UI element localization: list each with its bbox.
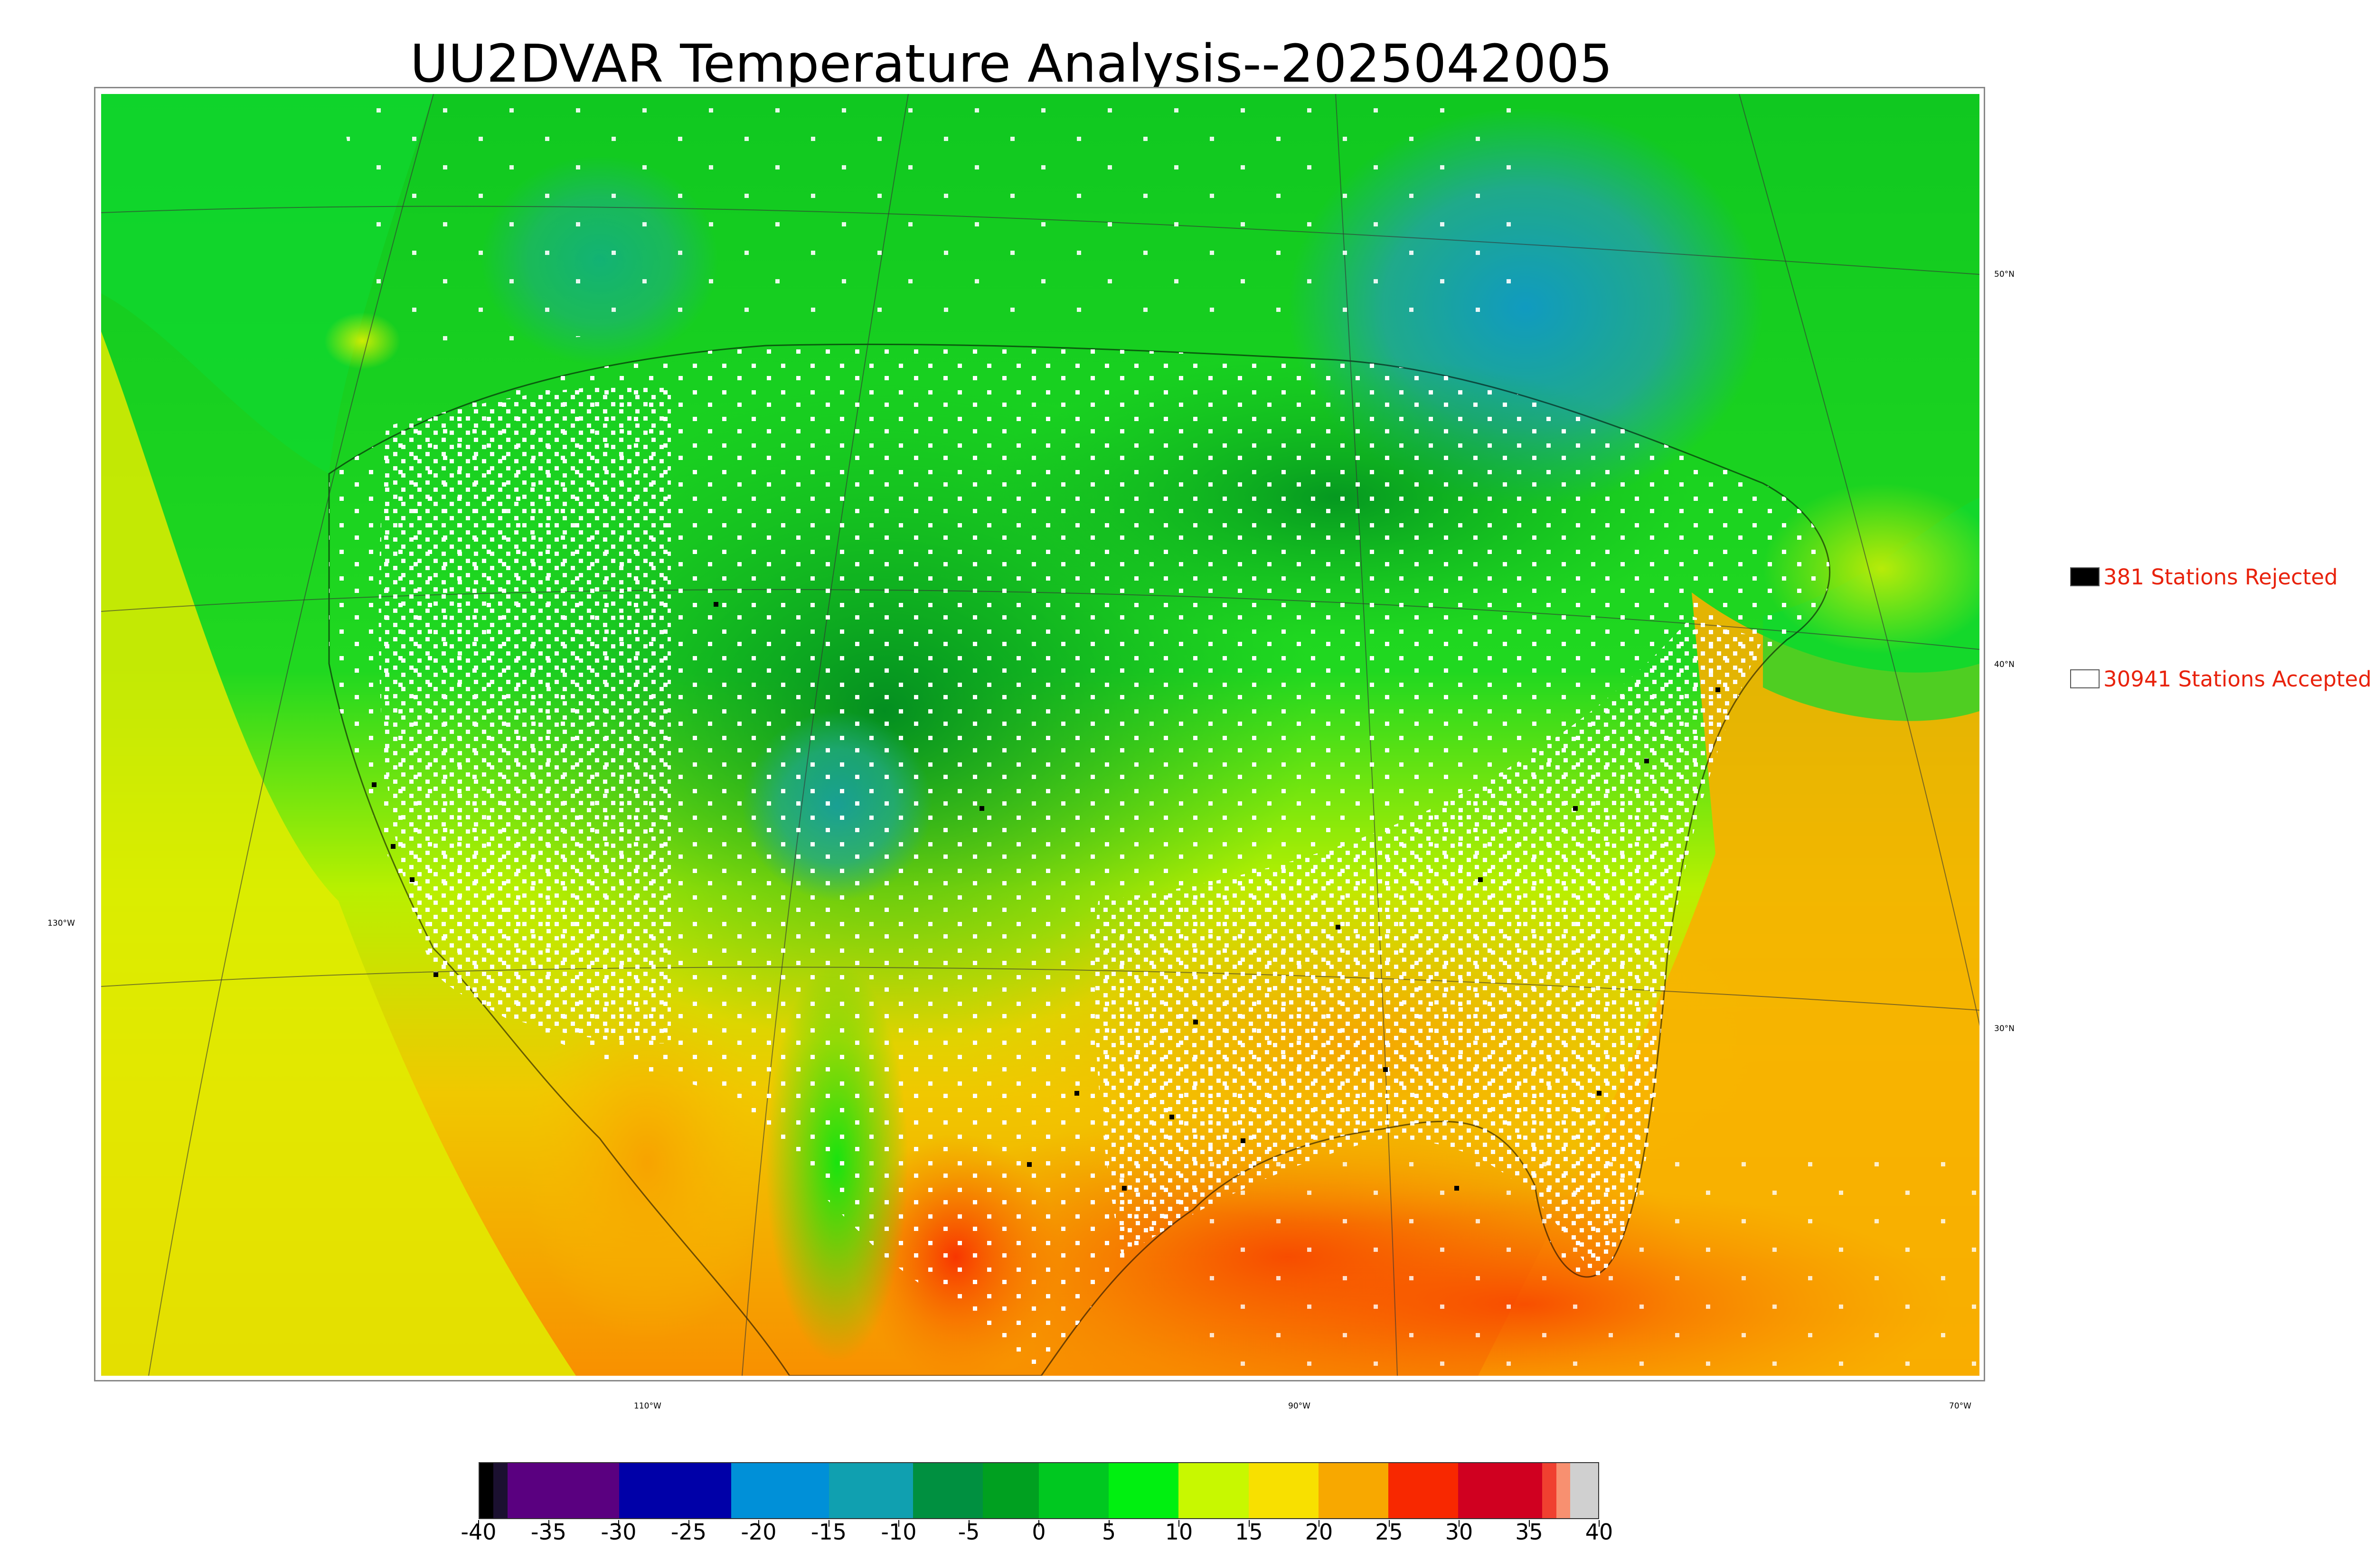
colorbar-tick-label: -5 bbox=[958, 1519, 980, 1545]
colorbar-segment bbox=[1570, 1463, 1598, 1518]
colorbar-tick-label: 5 bbox=[1102, 1519, 1116, 1545]
colorbar-tick bbox=[548, 1520, 549, 1527]
colorbar-tick-label: -20 bbox=[741, 1519, 777, 1545]
lat-label-50: 50°N bbox=[1994, 270, 2015, 279]
colorbar-segment bbox=[1388, 1463, 1459, 1518]
colorbar-tick-label: -35 bbox=[530, 1519, 567, 1545]
colorbar-segment bbox=[1109, 1463, 1179, 1518]
colorbar-tick-label: 20 bbox=[1305, 1519, 1333, 1545]
colorbar-tick-label: -40 bbox=[461, 1519, 497, 1545]
lat-label-40: 40°N bbox=[1994, 660, 2015, 669]
stations-gulf bbox=[1193, 1162, 1979, 1376]
colorbar-tick-label: 10 bbox=[1165, 1519, 1193, 1545]
colorbar-tick-label: -25 bbox=[670, 1519, 707, 1545]
lon-label-90: 90°W bbox=[1288, 1401, 1310, 1411]
colorbar-tick bbox=[1599, 1520, 1600, 1527]
colorbar-tick bbox=[898, 1520, 899, 1527]
colorbar bbox=[479, 1462, 1599, 1519]
legend-accepted: 30941 Stations Accepted bbox=[2070, 666, 2372, 692]
colorbar-segment bbox=[480, 1463, 494, 1518]
temperature-field bbox=[101, 94, 1979, 1376]
legend-swatch-rejected bbox=[2070, 567, 2100, 586]
lon-label-70: 70°W bbox=[1949, 1401, 1971, 1411]
chart-title: UU2DVAR Temperature Analysis--2025042005 bbox=[410, 33, 1613, 94]
colorbar-tick bbox=[1248, 1520, 1250, 1527]
colorbar-segment bbox=[731, 1463, 829, 1518]
legend-rejected: 381 Stations Rejected bbox=[2070, 564, 2338, 590]
colorbar-tick-label: -10 bbox=[881, 1519, 917, 1545]
colorbar-segment bbox=[1178, 1463, 1249, 1518]
colorbar-segment bbox=[1458, 1463, 1543, 1518]
colorbar-tick-label: 15 bbox=[1235, 1519, 1263, 1545]
colorbar-segment bbox=[913, 1463, 983, 1518]
legend-label-rejected: 381 Stations Rejected bbox=[2103, 564, 2338, 590]
colorbar-tick-label: 25 bbox=[1375, 1519, 1403, 1545]
colorbar-segment bbox=[829, 1463, 913, 1518]
colorbar-tick bbox=[1108, 1520, 1110, 1527]
colorbar-tick bbox=[1388, 1520, 1390, 1527]
lon-70 bbox=[1739, 94, 1979, 1026]
colorbar-tick bbox=[1178, 1520, 1179, 1527]
legend-label-accepted: 30941 Stations Accepted bbox=[2103, 666, 2372, 692]
colorbar-segment bbox=[1038, 1463, 1109, 1518]
legend-swatch-accepted bbox=[2070, 669, 2100, 688]
colorbar-tick bbox=[968, 1520, 970, 1527]
colorbar-tick bbox=[688, 1520, 689, 1527]
colorbar-tick bbox=[758, 1520, 759, 1527]
colorbar-tick-label: -30 bbox=[601, 1519, 637, 1545]
lon-label-110: 110°W bbox=[634, 1401, 661, 1411]
colorbar-segment bbox=[619, 1463, 732, 1518]
lon-label-130: 130°W bbox=[47, 919, 75, 928]
colorbar-segment bbox=[1542, 1463, 1556, 1518]
temperature-map[interactable] bbox=[94, 87, 1985, 1381]
pacific-ocean bbox=[101, 331, 576, 1376]
colorbar-segment bbox=[493, 1463, 508, 1518]
colorbar-segment bbox=[1248, 1463, 1319, 1518]
colorbar-tick-label: 35 bbox=[1515, 1519, 1543, 1545]
colorbar-tick bbox=[1459, 1520, 1460, 1527]
colorbar-segment bbox=[1318, 1463, 1389, 1518]
colorbar-tick bbox=[478, 1520, 479, 1527]
rejected-stations bbox=[372, 602, 1720, 1191]
colorbar-tick-label: 0 bbox=[1032, 1519, 1046, 1545]
colorbar-tick bbox=[1528, 1520, 1530, 1527]
stations-canada bbox=[339, 94, 1526, 355]
stations-west-dense bbox=[378, 386, 671, 1043]
colorbar-segment bbox=[507, 1463, 620, 1518]
colorbar-tick-label: 40 bbox=[1585, 1519, 1613, 1545]
colorbar-tick-label: -15 bbox=[810, 1519, 847, 1545]
lat-label-30: 30°N bbox=[1994, 1024, 2015, 1033]
north-pacific bbox=[101, 94, 433, 474]
colorbar-tick bbox=[618, 1520, 619, 1527]
colorbar-tick-label: 30 bbox=[1445, 1519, 1473, 1545]
colorbar-tick bbox=[1038, 1520, 1039, 1527]
colorbar-segment bbox=[1556, 1463, 1570, 1518]
stations-east-dense bbox=[1094, 616, 1763, 1281]
colorbar-segment bbox=[983, 1463, 1039, 1518]
